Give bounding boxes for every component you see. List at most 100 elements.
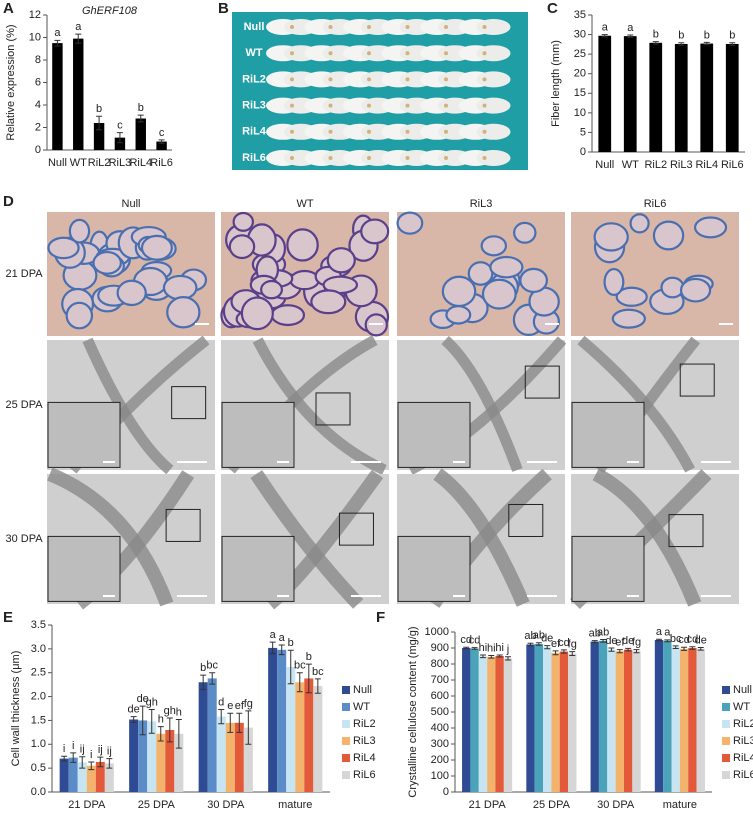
error-bar — [471, 647, 478, 650]
bar — [277, 649, 287, 792]
cell — [519, 267, 549, 294]
significance-letter: i — [90, 749, 92, 761]
row-label: 30 DPA — [5, 533, 43, 545]
y-tick-label: 12 — [29, 9, 41, 21]
cell — [489, 255, 524, 279]
bar — [623, 649, 633, 792]
inset — [571, 535, 645, 602]
error-bar — [627, 34, 634, 38]
bar — [615, 651, 624, 792]
inset-source — [679, 363, 715, 397]
significance-letter: b — [653, 29, 659, 41]
error-bar — [479, 654, 486, 659]
x-tick-label: 30 DPA — [597, 799, 635, 811]
seed — [290, 77, 294, 82]
seed — [444, 51, 448, 56]
error-bar — [157, 726, 164, 742]
seed — [290, 156, 294, 160]
seed — [367, 156, 371, 160]
y-tick-label: 6 — [35, 76, 41, 88]
error-bar — [158, 139, 165, 144]
inset-source — [508, 503, 544, 537]
error-bar — [729, 42, 736, 46]
legend-label: Null — [353, 684, 372, 696]
significance-letter: b — [200, 662, 206, 674]
error-bar — [652, 41, 659, 45]
x-tick-label: RiL3 — [670, 159, 693, 171]
seed — [367, 25, 371, 29]
legend-label: RiL4 — [733, 752, 753, 764]
x-tick-label: Null — [595, 159, 614, 171]
y-tick-label: 0 — [580, 146, 586, 158]
significance-letter: b — [96, 103, 102, 115]
row-label: RiL4 — [242, 126, 267, 138]
seed — [367, 103, 371, 108]
error-bar — [560, 649, 567, 654]
seed — [405, 156, 410, 160]
significance-letter: ij — [107, 746, 112, 758]
cell — [326, 247, 356, 274]
cell — [289, 269, 320, 291]
bar — [77, 762, 87, 792]
seed — [482, 103, 487, 108]
cell — [47, 236, 80, 260]
bar — [225, 722, 235, 792]
fiber-tuft — [476, 123, 511, 140]
significance-letter: a — [54, 27, 61, 39]
x-tick-label: 30 DPA — [207, 799, 245, 811]
bar — [174, 733, 184, 792]
bar — [598, 640, 608, 792]
legend-swatch — [722, 737, 730, 745]
cell — [603, 267, 625, 296]
cell — [240, 296, 274, 331]
error-bar — [227, 712, 234, 733]
error-bar — [130, 716, 137, 723]
seed — [328, 129, 333, 134]
significance-letter: d — [218, 696, 224, 708]
cell — [615, 286, 648, 307]
bar — [243, 727, 253, 792]
seed — [444, 77, 448, 82]
significance-letter: ij — [80, 744, 85, 756]
error-bar — [296, 672, 303, 693]
significance-letter: bc — [670, 633, 682, 645]
y-tick-label: 700 — [431, 674, 449, 686]
y-tick-label: 500 — [431, 706, 449, 718]
bar — [559, 651, 569, 792]
cell — [286, 228, 319, 262]
bar — [73, 38, 84, 150]
seed — [405, 103, 410, 108]
cell-wall — [433, 468, 530, 607]
significance-letter: j — [506, 644, 509, 656]
legend-label: RiL6 — [353, 769, 376, 781]
column-label: Null — [122, 198, 141, 210]
y-tick-label: 8 — [35, 54, 41, 66]
error-bar — [96, 115, 103, 131]
error-bar — [137, 114, 144, 123]
significance-letter: b — [678, 30, 684, 42]
error-bar — [664, 639, 671, 643]
significance-letter: b — [138, 102, 144, 114]
column-label: WT — [296, 198, 313, 210]
x-tick-label: mature — [278, 799, 312, 811]
seed — [367, 129, 371, 134]
significance-letter: a — [664, 627, 671, 639]
y-tick-label: 4 — [35, 99, 41, 111]
significance-letter: de — [541, 633, 553, 645]
legend-label: RiL3 — [353, 735, 376, 747]
error-bar — [505, 656, 512, 661]
seed — [328, 25, 333, 29]
legend-label: WT — [733, 701, 750, 713]
significance-letter: de — [137, 693, 149, 705]
y-tick-label: 100 — [431, 770, 449, 782]
significance-letter: cd — [678, 634, 690, 646]
panel-letter: E — [3, 609, 13, 626]
cell-wall — [82, 337, 174, 475]
significance-letter: ab — [589, 628, 601, 640]
bar — [688, 648, 697, 792]
bar — [198, 682, 208, 792]
seed — [482, 51, 487, 56]
cell — [693, 216, 728, 239]
error-bar — [569, 651, 576, 657]
cell — [441, 275, 477, 308]
